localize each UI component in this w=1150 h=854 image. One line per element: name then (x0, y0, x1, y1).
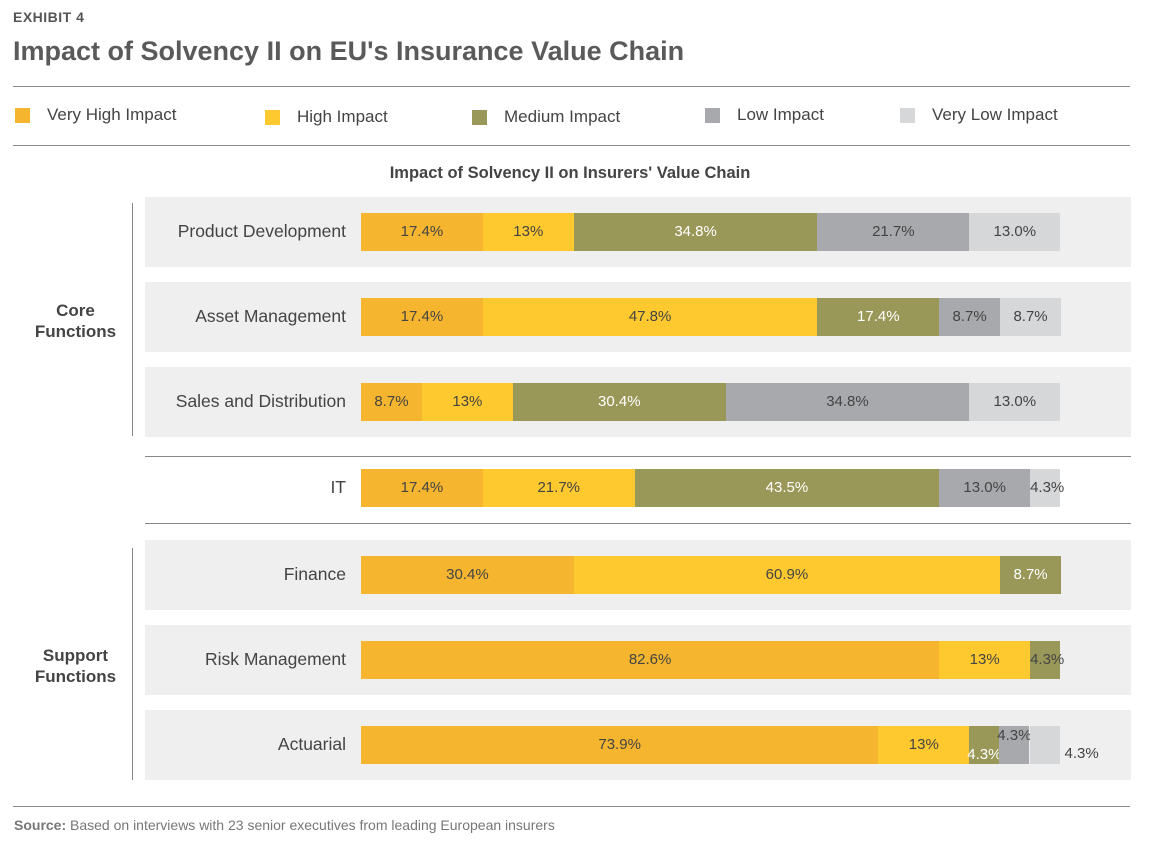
legend-swatch-very-high (15, 107, 30, 123)
source-text: Based on interviews with 23 senior execu… (70, 817, 555, 833)
bar-segment-asset-management-very-low-impact (1000, 298, 1061, 336)
legend-item-low: Low Impact (705, 104, 824, 126)
category-label-finance: Finance (283, 564, 346, 584)
data-label-product-development-high-impact: 13% (513, 223, 544, 240)
legend-divider (13, 145, 1130, 146)
bar-segment-sales-and-distribution-very-low-impact (969, 383, 1061, 421)
bar-segment-product-development-medium-impact (573, 213, 818, 251)
bar-segment-sales-and-distribution-low-impact (725, 383, 970, 421)
data-label-it-very-high-impact: 17.4% (400, 479, 444, 496)
data-label-it-high-impact: 21.7% (537, 479, 581, 496)
data-label-actuarial-medium-impact: 4.3% (967, 746, 1002, 763)
bar-segment-it-high-impact (482, 469, 635, 507)
support-group-bracket (132, 548, 133, 780)
data-label-actuarial-low-impact: 4.3% (997, 727, 1032, 744)
bar-segment-sales-and-distribution-very-high-impact (361, 383, 422, 421)
category-label-product-development: Product Development (177, 221, 346, 241)
it-bottom-divider (145, 523, 1131, 524)
legend-swatch-high (265, 109, 280, 125)
legend-swatch-medium (472, 109, 487, 125)
data-label-asset-management-very-high-impact: 17.4% (400, 308, 444, 325)
bar-segment-risk-management-high-impact (939, 641, 1031, 679)
data-label-risk-management-medium-impact: 4.3% (1030, 651, 1065, 668)
legend-label-high: High Impact (297, 107, 388, 126)
bar-segment-product-development-very-high-impact (361, 213, 483, 251)
data-label-sales-and-distribution-low-impact: 34.8% (826, 393, 869, 410)
bar-segment-it-very-high-impact (361, 469, 483, 507)
bar-segment-finance-very-high-impact (361, 556, 574, 594)
data-label-actuarial-very-low-impact: 4.3% (1064, 745, 1099, 762)
chart-title: Impact of Solvency II on EU's Insurance … (13, 36, 685, 66)
bar-segment-sales-and-distribution-medium-impact (512, 383, 726, 421)
category-label-risk-management: Risk Management (204, 649, 346, 669)
core-functions-label: Core Functions (34, 301, 117, 341)
data-label-actuarial-high-impact: 13% (908, 736, 939, 753)
data-label-product-development-very-low-impact: 13.0% (993, 223, 1037, 240)
support-functions-label: Support Functions (34, 646, 117, 686)
bar-segment-it-low-impact (939, 469, 1031, 507)
data-label-finance-very-high-impact: 30.4% (446, 566, 489, 583)
data-label-risk-management-high-impact: 13% (969, 651, 1000, 668)
data-label-sales-and-distribution-very-low-impact: 13.0% (993, 393, 1037, 410)
legend-label-medium: Medium Impact (504, 107, 621, 126)
data-label-asset-management-very-low-impact: 8.7% (1013, 308, 1048, 325)
bar-segment-finance-high-impact (573, 556, 1001, 594)
legend-label-low: Low Impact (737, 105, 824, 124)
bar-segment-product-development-very-low-impact (969, 213, 1061, 251)
legend-item-very-low: Very Low Impact (900, 104, 1058, 126)
data-label-it-low-impact: 13.0% (963, 479, 1006, 496)
data-label-asset-management-medium-impact: 17.4% (857, 308, 900, 325)
bar-segment-risk-management-very-high-impact (361, 641, 940, 679)
legend-item-very-high: Very High Impact (15, 104, 176, 126)
bar-segment-asset-management-very-high-impact (361, 298, 483, 336)
data-label-it-very-low-impact: 4.3% (1030, 479, 1065, 496)
exhibit-label: EXHIBIT 4 (13, 9, 85, 25)
bar-segment-asset-management-medium-impact (817, 298, 940, 336)
data-label-product-development-very-high-impact: 17.4% (400, 223, 444, 240)
legend-item-high: High Impact (265, 106, 388, 128)
data-label-risk-management-very-high-impact: 82.6% (628, 651, 672, 668)
legend-label-very-high: Very High Impact (47, 105, 177, 124)
data-label-sales-and-distribution-very-high-impact: 8.7% (374, 393, 409, 410)
bar-segment-asset-management-high-impact (482, 298, 818, 336)
bar-segment-it-medium-impact (634, 469, 940, 507)
legend-swatch-very-low (900, 107, 915, 123)
bar-segment-asset-management-low-impact (939, 298, 1001, 336)
core-group-bracket (132, 203, 133, 436)
data-label-sales-and-distribution-medium-impact: 30.4% (598, 393, 641, 410)
bar-segment-risk-management-medium-impact (1030, 641, 1061, 679)
bar-segment-product-development-low-impact (817, 213, 970, 251)
footer-divider (13, 806, 1130, 807)
bar-segment-sales-and-distribution-high-impact (421, 383, 513, 421)
bar-segment-actuarial-medium-impact (969, 726, 1000, 764)
legend-label-very-low: Very Low Impact (932, 105, 1058, 124)
bar-segment-product-development-high-impact (482, 213, 574, 251)
bar-segment-actuarial-high-impact (878, 726, 970, 764)
category-label-sales-and-distribution: Sales and Distribution (175, 391, 346, 411)
data-label-finance-medium-impact: 8.7% (1013, 566, 1048, 583)
category-label-asset-management: Asset Management (195, 306, 346, 326)
data-label-finance-high-impact: 60.9% (765, 566, 809, 583)
source-note: Source: Based on interviews with 23 seni… (14, 817, 555, 833)
category-label-actuarial: Actuarial (277, 734, 346, 754)
data-label-sales-and-distribution-high-impact: 13% (452, 393, 483, 410)
data-label-asset-management-high-impact: 47.8% (628, 308, 672, 325)
legend-swatch-low (705, 107, 720, 123)
data-label-product-development-medium-impact: 34.8% (674, 223, 717, 240)
bar-segment-finance-medium-impact (1000, 556, 1061, 594)
source-label: Source: (14, 817, 67, 833)
bar-segment-actuarial-very-low-impact (1029, 726, 1060, 764)
title-divider (13, 86, 1130, 87)
chart-subtitle: Impact of Solvency II on Insurers' Value… (389, 164, 751, 182)
legend-item-medium: Medium Impact (472, 106, 620, 128)
data-label-actuarial-very-high-impact: 73.9% (598, 736, 641, 753)
bar-segment-actuarial-very-high-impact (361, 726, 879, 764)
bar-segment-it-very-low-impact (1030, 469, 1061, 507)
category-label-it: IT (330, 477, 346, 497)
it-top-divider (145, 456, 1131, 457)
bar-segment-actuarial-low-impact (999, 726, 1030, 764)
data-label-it-medium-impact: 43.5% (765, 479, 809, 496)
data-label-asset-management-low-impact: 8.7% (952, 308, 987, 325)
data-label-product-development-low-impact: 21.7% (872, 223, 915, 240)
